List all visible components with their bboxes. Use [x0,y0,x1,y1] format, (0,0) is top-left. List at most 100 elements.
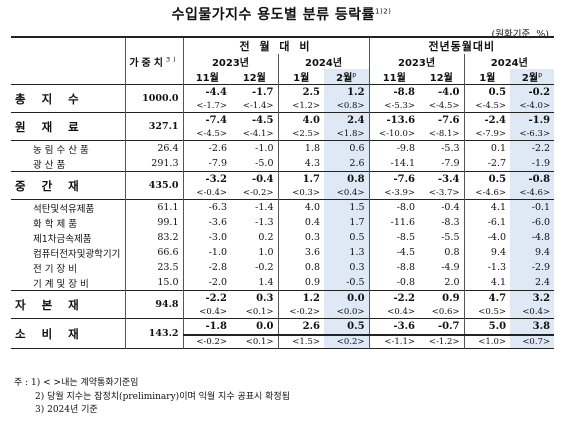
table-row: 화 학 제 품 99.1 -3.6 -1.3 0.4 1.7 -11.6 -8.3 -6.1 -6… [11,215,555,230]
weight-cell: 23.5 [124,260,183,275]
value-cell: -1.9 [510,112,555,128]
value-cell: -4.0 [463,230,511,245]
contract-currency-cell: <0.6> [431,307,460,317]
value-cell: 0.8 [277,260,324,275]
table-row: 총 지 수 1000.0 -4.4 -1.7 2.5 1.2 -8.8 -4.0 0.5 -0.2 [11,84,555,113]
contract-currency-cell: <-0.2> [277,306,324,319]
value-cell: -3.0 [182,230,231,245]
value-cell: -4.9 [441,262,460,273]
contract-currency-cell: <0.4> [510,306,555,319]
contract-currency-cell: <-3.9> [368,187,420,200]
year-2023-mom: 2023년 [182,54,278,69]
value-cell: -8.8 [368,84,420,100]
value-cell: -2.0 [182,275,231,291]
row-label: 농 림 수 산 품 [33,144,89,156]
value-cell: -2.4 [463,112,511,128]
row-label: 중 간 재 [15,178,85,193]
value-cell: 0.3 [277,230,324,245]
weight-cell: 143.2 [124,318,183,349]
value-cell: -3.2 [182,171,231,187]
value-cell: -5.5 [441,232,460,243]
contract-currency-cell: <0.5> [463,306,511,319]
weight-cell: 66.6 [124,245,183,260]
value-cell: 1.7 [324,215,370,230]
value-cell: -2.7 [463,156,511,172]
table-row-contract: <-1.7> <-1.4> <1.2> <0.8> <-5.3> <-4.5> <-4.5>… [11,100,555,113]
year-2023-yoy: 2023년 [368,54,465,69]
value-cell: 3.6 [277,245,324,260]
value-cell: -4.8 [510,230,555,245]
weight-cell: 1000.0 [124,84,183,113]
value-cell: 9.4 [463,245,511,260]
month-header: 2월p [324,69,370,85]
value-cell: -2.2 [510,140,555,156]
table-row: 중 간 재 435.0 -3.2 -0.4 1.7 0.8 -7.6 -3.4 0.5 -0.8 [11,171,555,200]
month-header: 1월 [277,69,324,85]
value-cell: 2.6 [324,156,370,172]
value-cell: -6.0 [510,215,555,230]
value-cell: 1.4 [258,277,274,288]
row-label: 자 본 재 [15,297,85,312]
value-cell: -0.8 [368,275,420,291]
footnotes: 주 : 1) < >내는 계약통화기준임 2) 당월 지수는 잠정치(preli… [14,377,290,418]
value-cell: 5.0 [463,318,511,335]
value-cell: -1.0 [255,143,274,154]
contract-currency-cell: <-4.5> [428,101,460,111]
row-label: 총 지 수 [15,91,85,106]
value-cell: -0.5 [324,275,370,291]
value-cell: 0.3 [324,260,370,275]
year-2024-mom: 2024년 [277,54,370,69]
value-cell: -2.9 [510,260,555,275]
table-row: 석탄및석유제품 61.1 -6.3 -1.4 4.0 1.5 -8.0 -0.4 4.1 -0.1 [11,199,555,215]
month-header: 12월 [429,73,453,84]
value-cell: 2.4 [324,112,370,128]
value-cell: 0.1 [463,140,511,156]
row-label: 석탄및석유제품 [33,203,95,215]
value-cell: 1.5 [324,199,370,215]
value-cell: -7.4 [182,112,231,128]
contract-currency-cell: <-4.6> [463,187,511,200]
month-header: 12월 [242,73,266,84]
contract-currency-cell: <-0.4> [182,187,231,200]
month-header: 1월 [463,69,511,85]
table-row-contract: <-4.5> <-4.1> <2.5> <1.8> <-10.0> <-8.1> <-7.9… [11,128,555,141]
value-cell: -8.3 [441,217,460,228]
contract-currency-cell: <-3.7> [428,188,460,198]
value-cell: -1.8 [182,318,231,335]
value-cell: 1.8 [277,140,324,156]
value-cell: -1.3 [255,217,274,228]
contract-currency-cell: <-7.9> [463,128,511,141]
contract-currency-cell: <2.5> [277,128,324,141]
footnote-3: 3) 2024년 기준 [35,405,98,415]
contract-currency-cell: <0.1> [245,307,274,317]
contract-currency-cell: <0.4> [182,306,231,319]
weight-cell: 94.8 [124,290,183,319]
value-cell: 0.5 [463,84,511,100]
contract-currency-cell: <-1.4> [242,101,274,111]
contract-currency-cell: <-4.0> [510,100,555,113]
value-cell: -1.0 [182,245,231,260]
contract-currency-cell: <-1.2> [428,337,460,347]
weight-cell: 83.2 [124,230,183,245]
value-cell: 2.4 [510,275,555,291]
contract-currency-cell: <1.5> [277,335,324,349]
weight-cell: 435.0 [124,171,183,200]
contract-currency-cell: <0.2> [324,335,370,349]
value-cell: 3.8 [510,318,555,335]
value-cell: -3.4 [437,174,460,185]
contract-currency-cell: <1.2> [277,100,324,113]
contract-currency-cell: <-0.2> [182,335,231,349]
yoy-group-header: 전년동월대비 [368,37,555,54]
weight-cell: 327.1 [124,112,183,141]
table-row: 제1차금속제품 83.2 -3.0 0.2 0.3 0.5 -8.5 -5.5 -4.0 -4.8 [11,230,555,245]
table-row: 원 재 료 327.1 -7.4 -4.5 4.0 2.4 -13.6 -7.6 -2.4 -1.… [11,112,555,141]
value-cell: 1.2 [277,290,324,306]
contract-currency-cell: <0.1> [245,337,274,347]
value-cell: 2.0 [444,277,460,288]
weight-cell: 291.3 [124,156,183,172]
table-row: 기 계 및 장 비 15.0 -2.0 1.4 0.9 -0.5 -0.8 2.0 4.1 2.4 [11,275,555,291]
value-cell: -8.5 [368,230,420,245]
contract-currency-cell: <-10.0> [368,128,420,141]
contract-currency-cell: <-6.3> [510,128,555,141]
value-cell: 0.0 [256,321,274,332]
